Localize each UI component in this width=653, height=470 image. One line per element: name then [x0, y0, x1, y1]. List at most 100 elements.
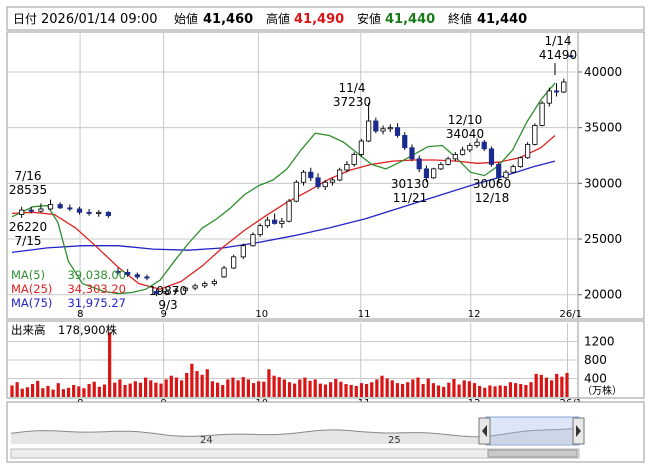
- candlestick: [394, 123, 401, 138]
- volume-bar: [303, 377, 307, 397]
- volume-bar: [560, 376, 564, 397]
- price-y-tick-label: 35000: [584, 121, 622, 135]
- volume-bar: [262, 381, 266, 397]
- volume-bar: [503, 385, 507, 397]
- volume-bar: [113, 382, 117, 397]
- navigator-right-handle[interactable]: [572, 417, 585, 445]
- volume-bar: [524, 384, 528, 397]
- candle-body: [115, 270, 121, 273]
- candlestick: [264, 216, 271, 228]
- candlestick: [250, 232, 256, 247]
- volume-bar: [354, 385, 358, 397]
- candle-body: [322, 181, 328, 188]
- volume-bar: [77, 386, 81, 397]
- annotation-date: 12/10: [448, 113, 483, 127]
- candlestick: [308, 167, 314, 182]
- price-x-ticks: 8 9 10 11 12 26/1: [77, 309, 582, 320]
- volume-bar: [210, 381, 215, 397]
- candlestick: [532, 123, 538, 146]
- volume-bar: [25, 387, 30, 397]
- ma-legend-name: MA(75): [11, 296, 52, 310]
- price-panel: [6, 31, 645, 320]
- volume-bar: [102, 384, 107, 397]
- candle-body: [438, 164, 444, 170]
- volume-bar: [164, 379, 168, 397]
- candle-body: [163, 290, 169, 295]
- low-value: 41,440: [385, 12, 435, 27]
- candle-body: [394, 127, 401, 136]
- volume-bar: [118, 379, 122, 397]
- candlestick: [488, 146, 495, 167]
- candlestick: [445, 156, 451, 166]
- volume-bar: [20, 388, 24, 397]
- header-bar: [6, 6, 645, 31]
- navigator-scrollbar-thumb[interactable]: [487, 449, 578, 458]
- candlestick: [144, 274, 150, 281]
- volume-bar: [395, 383, 400, 397]
- candlestick: [344, 161, 350, 173]
- candle-body: [231, 256, 237, 269]
- volume-bar: [488, 385, 492, 397]
- navigator-scrollbar-track[interactable]: [10, 448, 580, 459]
- candle-body: [202, 283, 208, 287]
- candlestick: [67, 204, 73, 212]
- candlestick: [380, 125, 386, 135]
- annotation-value: 30060: [473, 177, 511, 191]
- candlestick: [553, 83, 560, 97]
- volume-bar: [508, 382, 513, 397]
- volume-bar: [462, 380, 466, 397]
- volume-bar: [359, 383, 364, 397]
- volume-bar: [15, 382, 19, 397]
- volume-bar: [133, 381, 137, 397]
- volume-bar: [380, 375, 384, 397]
- candle-body: [344, 164, 350, 171]
- navigator-selection-range[interactable]: [485, 416, 580, 446]
- volume-bar: [308, 380, 312, 397]
- candlestick: [337, 167, 343, 182]
- candle-body: [57, 204, 63, 209]
- volume-bar: [467, 381, 471, 397]
- candlestick: [47, 199, 54, 211]
- volume-bar: [179, 380, 184, 397]
- candlestick: [546, 87, 552, 107]
- volume-bar: [72, 384, 76, 397]
- volume-bar: [61, 389, 65, 397]
- volume-bar: [298, 379, 302, 397]
- annotation-date: 11/21: [393, 191, 428, 205]
- candlestick: [125, 269, 131, 277]
- candle-body: [387, 127, 393, 130]
- candle-body: [568, 55, 574, 58]
- volume-bar: [87, 384, 91, 397]
- candlestick: [423, 165, 430, 182]
- candle-body: [380, 128, 386, 132]
- price-y-ticks: 40000 35000 30000 25000 20000: [578, 65, 622, 302]
- candle-body: [47, 204, 54, 210]
- volume-bar: [329, 382, 333, 397]
- price-grid: [8, 33, 577, 317]
- candlestick: [438, 162, 444, 170]
- navigator-left-handle[interactable]: [478, 417, 491, 445]
- volume-grid: [8, 323, 577, 397]
- candlestick: [452, 152, 458, 162]
- candle-body: [496, 164, 502, 179]
- candlestick: [19, 206, 25, 218]
- candle-body: [182, 287, 189, 291]
- price-x-tick-label: 9: [161, 309, 167, 320]
- candlestick: [173, 288, 179, 294]
- volume-bar: [385, 378, 389, 397]
- volume-bar: [436, 385, 441, 397]
- ma-legend-name: MA(5): [11, 268, 45, 282]
- candle-body: [561, 81, 567, 93]
- volume-bar: [46, 385, 50, 397]
- candle-body: [240, 245, 246, 258]
- candle-body: [373, 120, 379, 132]
- candlestick: [561, 78, 567, 94]
- candle-body: [366, 120, 372, 142]
- annotation-value: 41490: [539, 48, 577, 62]
- volume-bar: [555, 373, 559, 397]
- candle-body: [293, 181, 299, 202]
- low-label: 安値: [357, 11, 381, 26]
- volume-bar: [498, 385, 502, 397]
- candlestick: [387, 124, 393, 133]
